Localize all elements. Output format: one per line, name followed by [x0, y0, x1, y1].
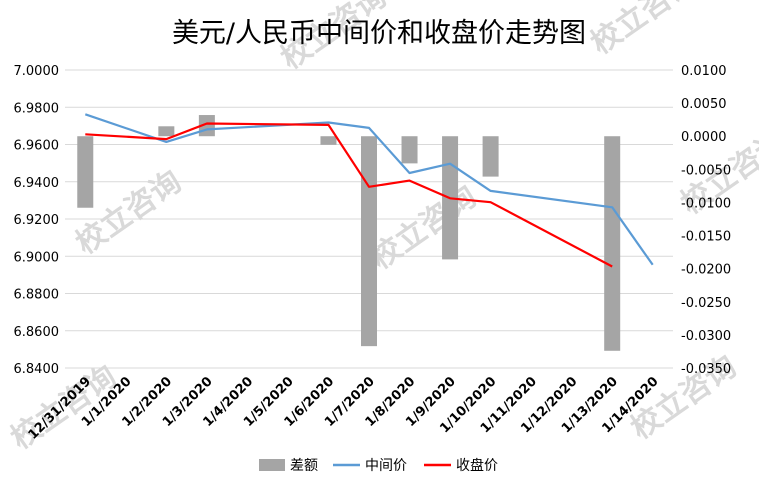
- right-axis-tick-label: 0.0050: [681, 97, 727, 112]
- right-axis-tick-label: 0.0000: [681, 130, 727, 145]
- legend-swatch-diff: [259, 459, 285, 471]
- right-axis-tick-label: -0.0150: [681, 230, 731, 245]
- right-axis-tick-label: 0.0100: [681, 64, 727, 79]
- right-axis-tick-label: -0.0350: [681, 362, 731, 377]
- bar-diff: [158, 126, 175, 137]
- line-series: [84, 113, 654, 268]
- bar-series: [77, 115, 621, 351]
- right-axis-tick-label: -0.0100: [681, 196, 731, 211]
- left-axis-tick-label: 6.9600: [14, 139, 60, 154]
- right-axis-ticks: 0.0100 0.0050 0.0000 -0.0050 -0.0100 -0.0150 -…: [681, 64, 731, 377]
- chart-title: 美元/人民币中间价和收盘价走势图: [172, 18, 586, 49]
- left-axis-tick-label: 6.9200: [14, 213, 60, 228]
- left-axis-tick-label: 6.9400: [14, 176, 60, 191]
- legend: 差额 中间价 收盘价: [259, 457, 498, 474]
- left-axis-tick-label: 6.8600: [14, 325, 60, 340]
- left-axis-tick-label: 6.9800: [14, 101, 60, 116]
- bar-diff: [604, 136, 621, 351]
- left-axis-tick-label: 7.0000: [14, 64, 60, 79]
- bar-diff: [482, 136, 499, 177]
- bar-diff: [77, 136, 94, 208]
- bar-diff: [401, 136, 418, 164]
- right-axis-tick-label: -0.0050: [681, 163, 731, 178]
- left-axis-tick-label: 6.9000: [14, 250, 60, 265]
- left-axis-tick-label: 6.8400: [14, 362, 60, 377]
- x-axis-ticks: 12/31/20191/1/20201/2/20201/3/20201/4/20…: [26, 374, 662, 442]
- watermark-text: 校立咨询: [585, 0, 703, 62]
- left-axis-tick-label: 6.8800: [14, 288, 60, 303]
- line-close-price: [85, 122, 613, 268]
- watermark-text: 校立咨询: [365, 179, 483, 276]
- left-axis-ticks: 7.0000 6.9800 6.9600 6.9400 6.9200 6.9000 6.88…: [14, 64, 60, 377]
- right-axis-tick-label: -0.0300: [681, 329, 731, 344]
- line-mid-price: [84, 113, 654, 266]
- legend-label-mid: 中间价: [365, 458, 407, 474]
- right-axis-tick-label: -0.0200: [681, 263, 731, 278]
- bar-diff: [320, 136, 337, 145]
- right-axis-tick-label: -0.0250: [681, 296, 731, 311]
- bar-diff: [361, 136, 377, 347]
- legend-label-diff: 差额: [290, 458, 318, 474]
- legend-label-close: 收盘价: [456, 457, 498, 474]
